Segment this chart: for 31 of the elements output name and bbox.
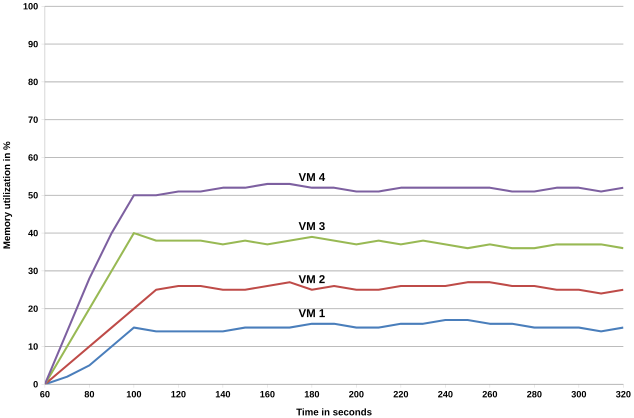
y-tick-label: 100 — [24, 2, 38, 10]
x-tick-label: 300 — [571, 390, 586, 398]
series-label: VM 2 — [298, 274, 325, 283]
x-tick-label: 240 — [438, 390, 453, 398]
x-tick-label: 140 — [216, 390, 230, 398]
x-axis-title: Time in seconds — [296, 408, 372, 416]
y-tick-label: 60 — [28, 154, 38, 160]
series-label: VM 3 — [298, 222, 325, 230]
x-tick-label: 180 — [304, 390, 320, 398]
x-tick-label: 280 — [527, 390, 542, 398]
series-label: VM 1 — [298, 309, 325, 317]
y-tick-label: 90 — [28, 40, 38, 48]
y-tick-label: 70 — [28, 116, 38, 123]
x-tick-label: 80 — [84, 390, 94, 398]
x-tick-label: 160 — [260, 390, 275, 398]
y-tick-label: 40 — [28, 230, 38, 236]
x-tick-label: 320 — [616, 390, 631, 398]
y-tick-label: 30 — [28, 267, 38, 274]
y-tick-label: 80 — [28, 78, 38, 85]
x-tick-label: 100 — [126, 390, 142, 398]
y-tick-label: 0 — [33, 380, 38, 388]
x-tick-label: 120 — [171, 390, 186, 398]
x-tick-label: 220 — [394, 390, 408, 398]
x-tick-label: 260 — [482, 390, 498, 398]
y-tick-label: 20 — [28, 305, 38, 312]
series-label: VM 4 — [298, 172, 326, 181]
x-tick-label: 60 — [40, 390, 50, 398]
y-axis-title: Memory utilization in % — [3, 141, 12, 248]
x-tick-label: 200 — [349, 390, 364, 398]
y-tick-label: 10 — [28, 343, 38, 350]
y-tick-label: 50 — [28, 192, 38, 198]
